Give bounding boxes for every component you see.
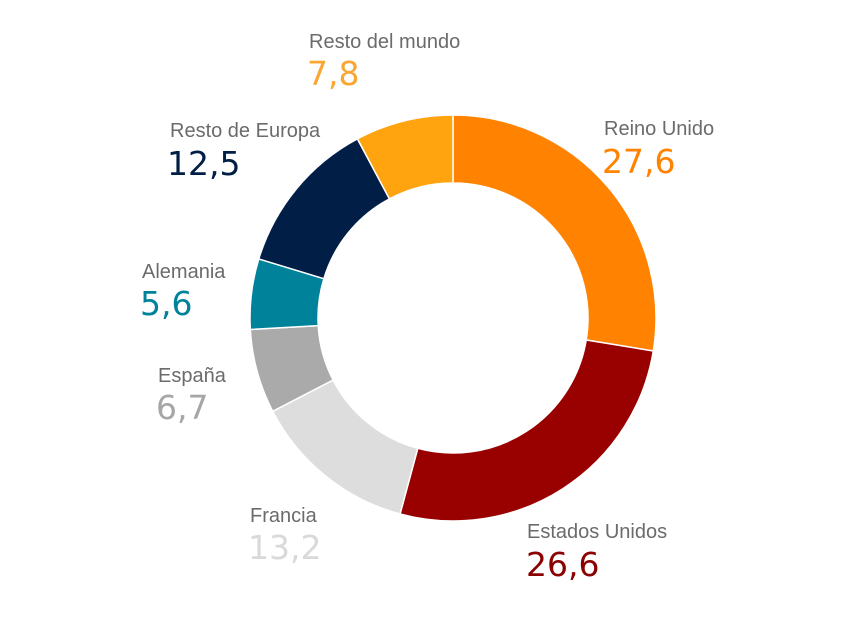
value-francia: 13,2 bbox=[248, 528, 321, 567]
value-espana: 6,7 bbox=[156, 388, 208, 427]
value-estados-unidos: 26,6 bbox=[526, 545, 599, 584]
value-alemania: 5,6 bbox=[140, 284, 192, 323]
label-reino-unido: Reino Unido bbox=[604, 118, 714, 140]
donut-slices bbox=[249, 114, 657, 522]
label-estados-unidos: Estados Unidos bbox=[527, 521, 667, 543]
label-resto-de-europa: Resto de Europa bbox=[170, 120, 321, 142]
value-reino-unido: 27,6 bbox=[602, 142, 675, 181]
value-resto-de-europa: 12,5 bbox=[167, 144, 240, 183]
value-resto-del-mundo: 7,8 bbox=[307, 54, 359, 93]
slice-resto-del-mundo bbox=[356, 114, 454, 200]
label-espana: España bbox=[158, 365, 227, 387]
label-alemania: Alemania bbox=[142, 261, 226, 283]
slice-estados-unidos bbox=[399, 339, 655, 522]
label-francia: Francia bbox=[250, 505, 318, 527]
label-resto-del-mundo: Resto del mundo bbox=[309, 31, 460, 53]
slice-reino-unido bbox=[452, 114, 657, 352]
